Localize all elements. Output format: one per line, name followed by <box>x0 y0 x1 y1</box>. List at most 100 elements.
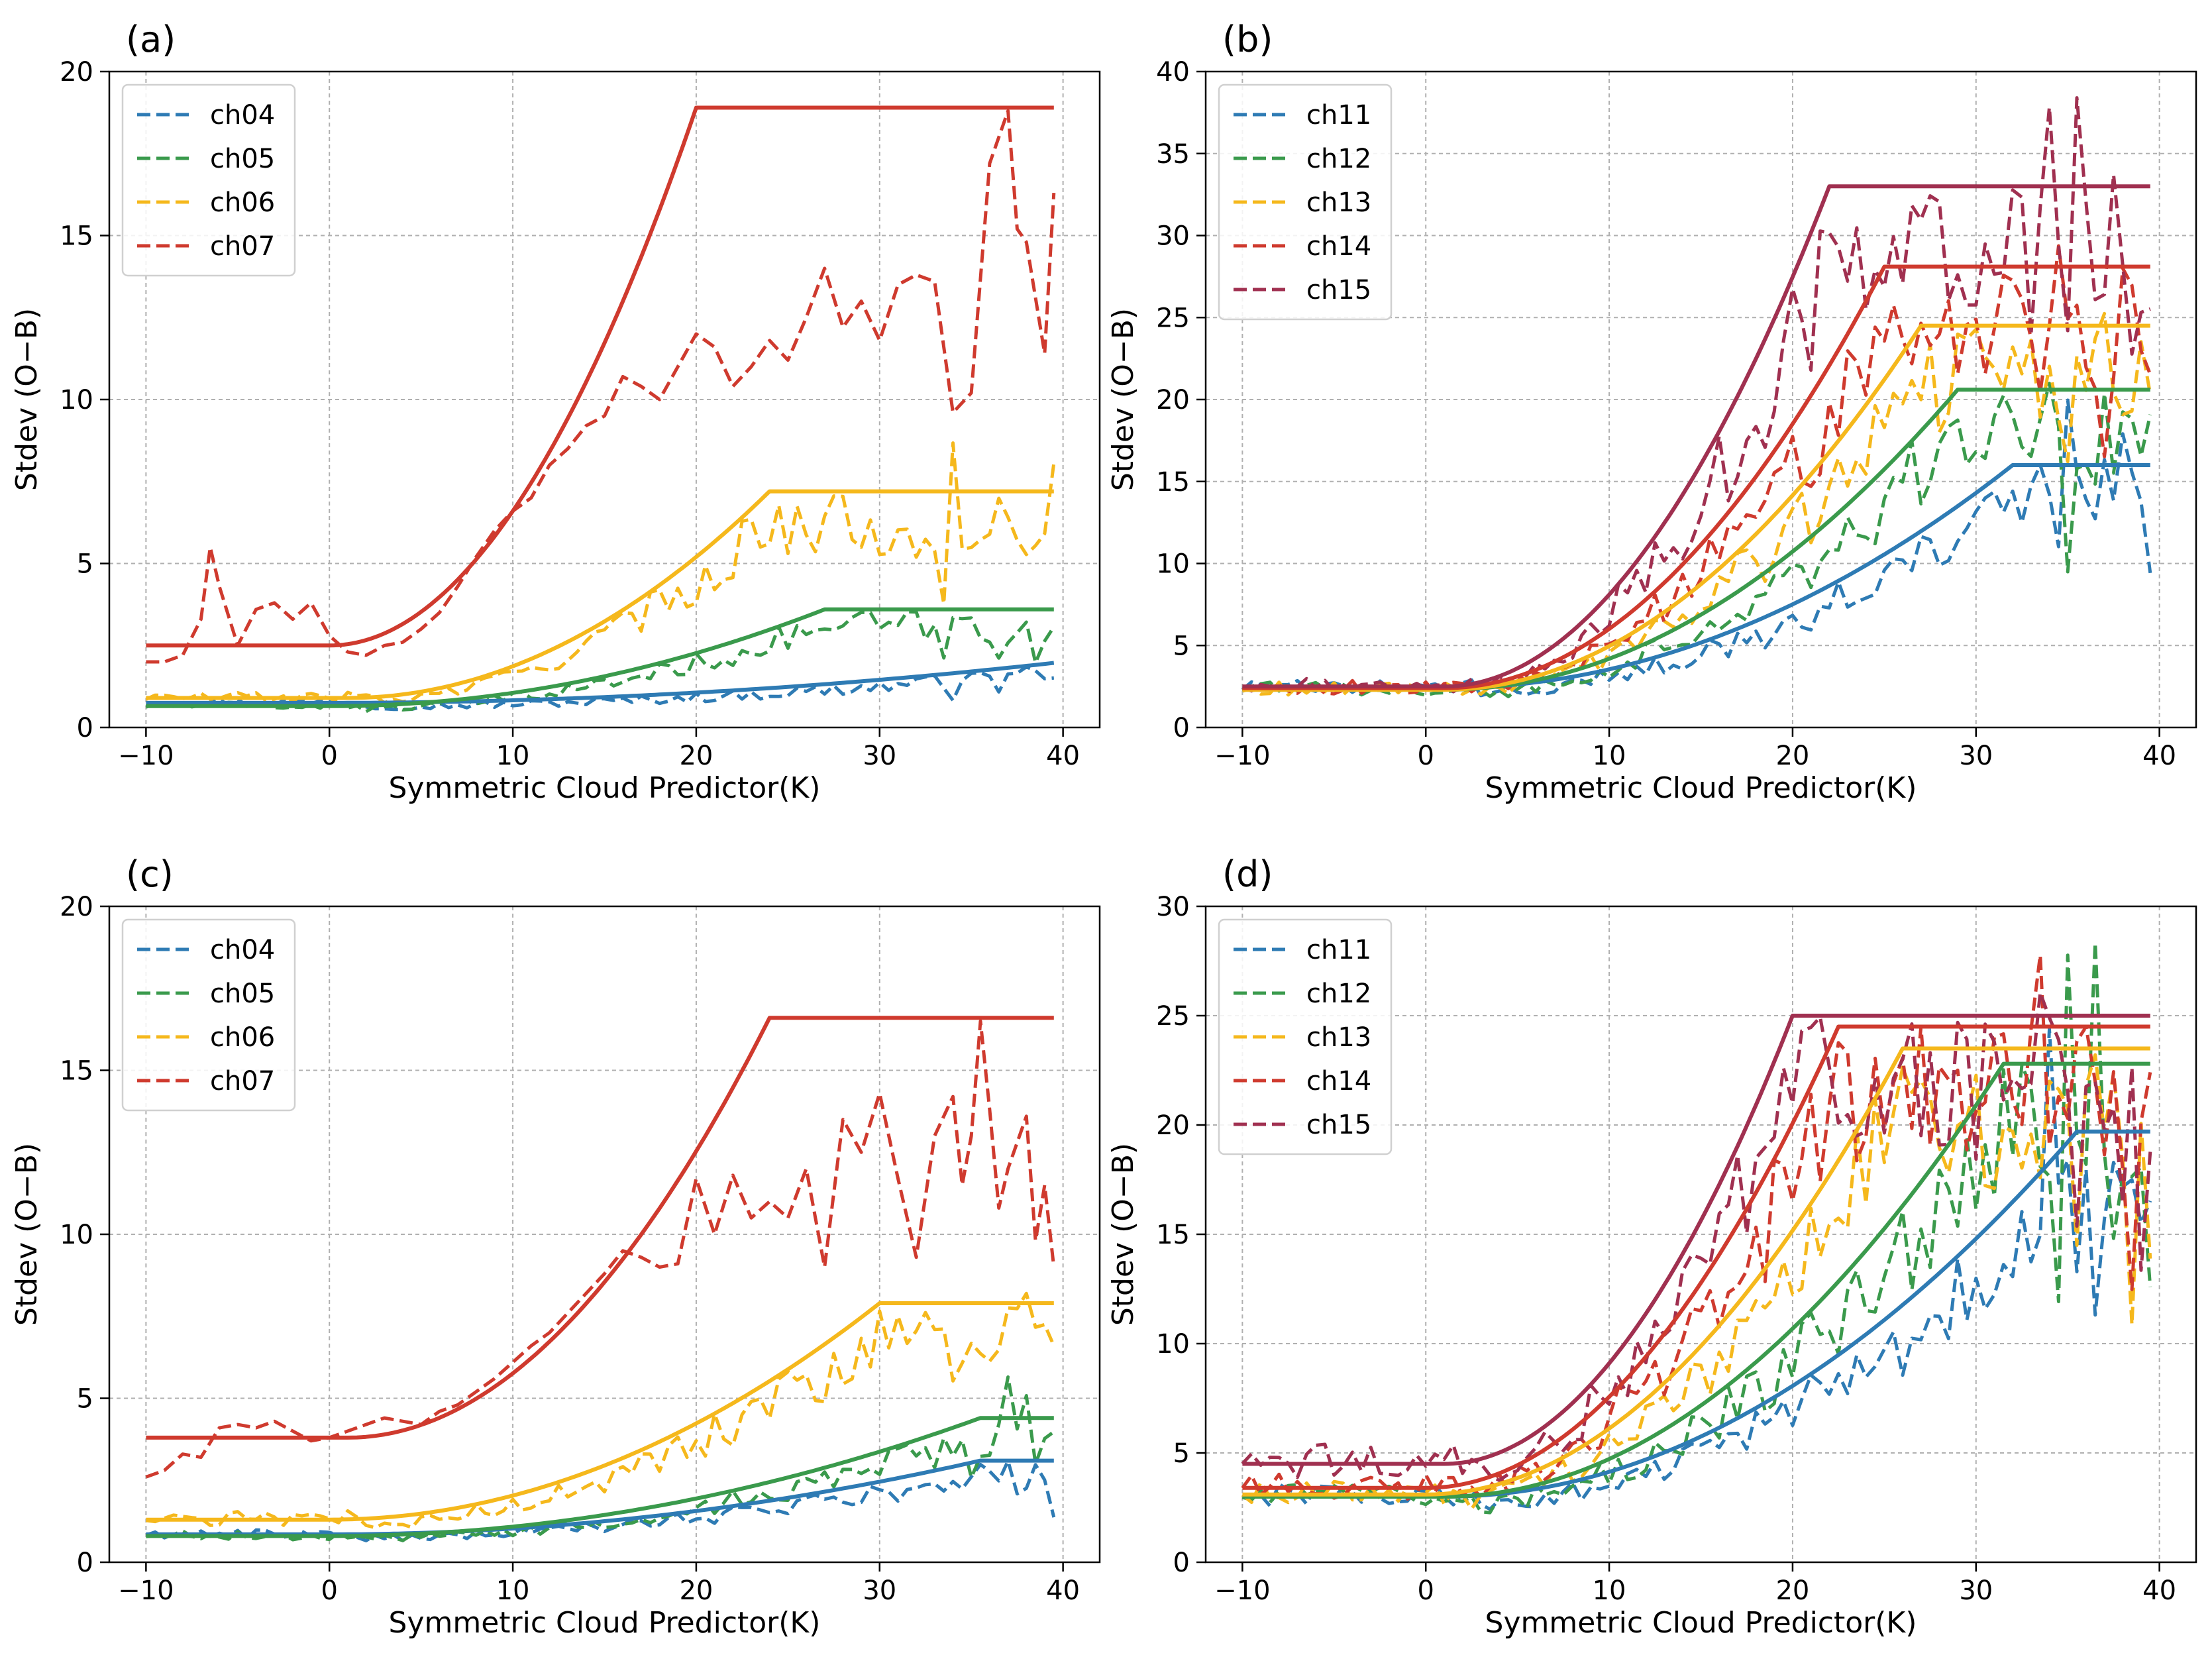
x-tick-label: 0 <box>321 1576 337 1606</box>
series-ch13-fit <box>1242 323 2150 692</box>
legend-label-ch11: ch11 <box>1306 100 1371 131</box>
series-ch07-dashed <box>146 109 1056 664</box>
y-tick-label: 35 <box>1156 139 1190 170</box>
legend-label-ch14: ch14 <box>1306 1066 1371 1096</box>
panel-label: (c) <box>126 853 174 895</box>
y-tick-label: 5 <box>1173 631 1190 661</box>
x-tick-label: 10 <box>496 1576 530 1606</box>
legend-label-ch07: ch07 <box>210 1066 275 1096</box>
x-tick-label: −10 <box>118 1576 174 1606</box>
series-ch05-fit <box>146 1416 1054 1538</box>
legend-box <box>121 83 296 277</box>
y-tick-label: 15 <box>60 1056 93 1087</box>
series-ch06-fit <box>146 489 1054 700</box>
y-tick-label: 20 <box>1156 1110 1190 1141</box>
series-group <box>145 105 1056 714</box>
series-group <box>145 1016 1056 1542</box>
series-ch14-fit <box>1242 264 2150 690</box>
series-ch05-fit <box>146 607 1054 708</box>
legend-label-ch12: ch12 <box>1306 979 1371 1009</box>
legend-label-ch04: ch04 <box>210 935 275 965</box>
series-ch15-fit <box>1242 1014 2150 1466</box>
x-tick-label: 0 <box>1417 741 1434 771</box>
x-tick-label: 20 <box>679 741 713 771</box>
y-tick-label: 40 <box>1156 57 1190 87</box>
x-tick-label: 10 <box>1593 741 1626 771</box>
y-tick-label: 20 <box>60 892 93 922</box>
series-group <box>1241 941 2152 1515</box>
legend: ch11 ch12 ch13 ch14 ch15 <box>1218 83 1393 321</box>
series-group <box>1241 96 2152 698</box>
y-tick-label: 5 <box>1173 1438 1190 1469</box>
legend-box <box>121 918 296 1112</box>
y-tick-label: 30 <box>1156 221 1190 252</box>
series-ch04-dashed <box>145 665 1055 712</box>
x-tick-label: 30 <box>1959 741 1993 771</box>
series-ch14-fit <box>1242 1024 2150 1490</box>
legend-label-ch05: ch05 <box>210 979 275 1009</box>
x-tick-label: 10 <box>1593 1576 1626 1606</box>
x-tick-label: 30 <box>1959 1576 1993 1606</box>
series-ch04-fit <box>146 661 1055 705</box>
series-ch07-dashed <box>145 1019 1056 1479</box>
series-ch04-fit <box>146 1458 1054 1536</box>
y-tick-label: 25 <box>1156 1001 1190 1032</box>
y-tick-label: 0 <box>77 713 93 743</box>
y-tick-label: 10 <box>60 1220 93 1250</box>
series-ch06-fit <box>146 1301 1054 1522</box>
y-tick-label: 0 <box>1173 1548 1190 1578</box>
series-ch13-fit <box>1242 1046 2150 1497</box>
x-axis-label: Symmetric Cloud Predictor(K) <box>389 1606 821 1640</box>
legend: ch04 ch05 ch06 ch07 <box>121 83 296 277</box>
y-tick-label: 25 <box>1156 303 1190 333</box>
legend-label-ch12: ch12 <box>1306 144 1371 174</box>
legend-label-ch11: ch11 <box>1306 935 1371 965</box>
panel-d: −10 0 10 20 30 40 0 5 10 15 20 25 30 Symmetric Cloud … <box>1106 853 2197 1640</box>
y-axis-label: Stdev (O−B) <box>10 308 44 491</box>
panel-b: −10 0 10 20 30 40 0 5 10 15 20 25 30 35 40 Symmetric Cl… <box>1106 19 2197 805</box>
y-tick-label: 0 <box>77 1548 93 1578</box>
y-axis-label: Stdev (O−B) <box>10 1143 44 1326</box>
legend-box <box>1218 918 1393 1155</box>
y-tick-label: 20 <box>1156 385 1190 415</box>
series-ch13-dashed <box>1241 1053 2152 1511</box>
panel-label: (b) <box>1222 19 1273 60</box>
y-tick-label: 5 <box>77 1384 93 1415</box>
y-tick-label: 5 <box>77 549 93 580</box>
x-tick-label: 40 <box>2142 741 2176 771</box>
series-ch11-dashed <box>1241 1027 2152 1511</box>
x-tick-label: 40 <box>1046 1576 1080 1606</box>
series-ch04-dashed <box>145 1459 1056 1542</box>
legend-label-ch14: ch14 <box>1306 231 1371 262</box>
legend-label-ch06: ch06 <box>210 1022 275 1053</box>
y-tick-label: 10 <box>60 385 93 415</box>
x-tick-label: 20 <box>679 1576 713 1606</box>
y-tick-label: 15 <box>60 221 93 252</box>
x-axis-label: Symmetric Cloud Predictor(K) <box>389 771 821 805</box>
legend: ch04 ch05 ch06 ch07 <box>121 918 296 1112</box>
y-tick-label: 0 <box>1173 713 1190 743</box>
legend-label-ch07: ch07 <box>210 231 275 262</box>
y-tick-label: 15 <box>1156 467 1190 498</box>
x-tick-label: 30 <box>863 1576 896 1606</box>
series-ch07-fit <box>146 105 1054 648</box>
x-tick-label: 40 <box>2142 1576 2176 1606</box>
legend-label-ch13: ch13 <box>1306 1022 1371 1053</box>
panel-label: (d) <box>1222 853 1273 895</box>
series-ch06-dashed <box>146 1291 1056 1530</box>
x-tick-label: 0 <box>321 741 337 771</box>
series-ch12-dashed <box>1241 382 2152 698</box>
y-tick-label: 10 <box>1156 1329 1190 1360</box>
legend-label-ch15: ch15 <box>1306 1110 1371 1140</box>
y-tick-label: 20 <box>60 57 93 87</box>
x-tick-label: −10 <box>118 741 174 771</box>
x-axis-label: Symmetric Cloud Predictor(K) <box>1485 771 1917 805</box>
y-tick-label: 10 <box>1156 549 1190 580</box>
series-ch07-fit <box>146 1016 1054 1440</box>
legend-label-ch06: ch06 <box>210 187 275 218</box>
y-axis-label: Stdev (O−B) <box>1106 308 1140 491</box>
x-tick-label: 20 <box>1775 741 1809 771</box>
